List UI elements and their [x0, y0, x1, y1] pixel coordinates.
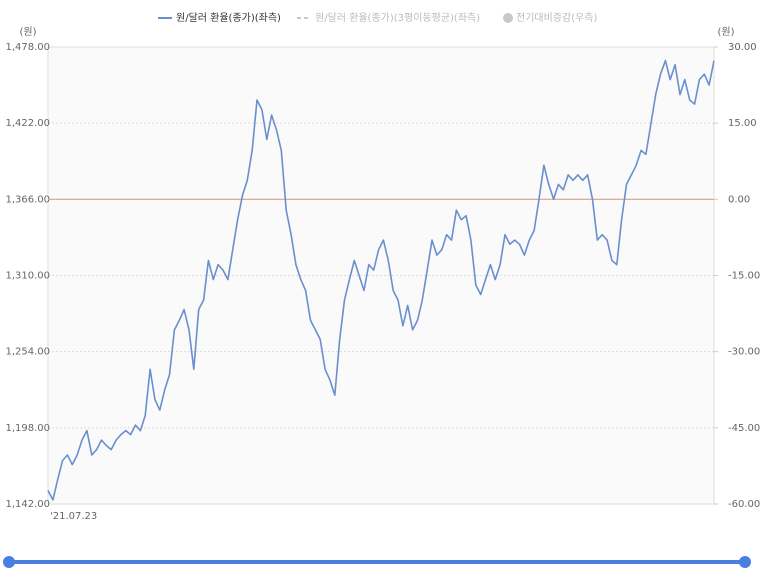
legend-label: 전기대비증감(우측)	[516, 12, 598, 24]
y2-tick-label: -60.00	[728, 499, 760, 510]
legend-symbol	[503, 13, 513, 23]
y-unit: (원)	[19, 26, 36, 38]
y2-tick-label: 15.00	[728, 118, 757, 129]
y2-unit: (원)	[717, 26, 734, 38]
y-tick-label: 1,478.00	[5, 42, 50, 53]
legend-item[interactable]: 원/달러 환율(종가)(3평이동평균)(좌측)	[297, 12, 480, 24]
y-tick-label: 1,198.00	[5, 423, 50, 434]
legend-label: 원/달러 환율(종가)(3평이동평균)(좌측)	[315, 12, 480, 24]
y2-tick-label: -15.00	[728, 271, 760, 282]
legend-item[interactable]: 전기대비증감(우측)	[503, 12, 598, 24]
y-tick-label: 1,142.00	[5, 499, 50, 510]
line-series	[47, 59, 715, 501]
y2-tick-label: 0.00	[728, 194, 750, 205]
slider-handle[interactable]	[739, 556, 751, 568]
slider-handle[interactable]	[3, 556, 15, 568]
y2-tick-label: -45.00	[728, 423, 760, 434]
legend-item[interactable]: 원/달러 환율(종가)(좌측)	[158, 12, 281, 24]
legend-label: 원/달러 환율(종가)(좌측)	[176, 12, 281, 24]
slider[interactable]	[3, 556, 751, 568]
y2-tick-label: -30.00	[728, 347, 760, 358]
x-tick-label: '21.07.23	[50, 511, 97, 522]
y2-tick-label: 30.00	[728, 42, 757, 53]
y-tick-label: 1,310.00	[5, 271, 50, 282]
y-tick-label: 1,254.00	[5, 347, 50, 358]
y-tick-label: 1,366.00	[5, 194, 50, 205]
y-tick-label: 1,422.00	[5, 118, 50, 129]
